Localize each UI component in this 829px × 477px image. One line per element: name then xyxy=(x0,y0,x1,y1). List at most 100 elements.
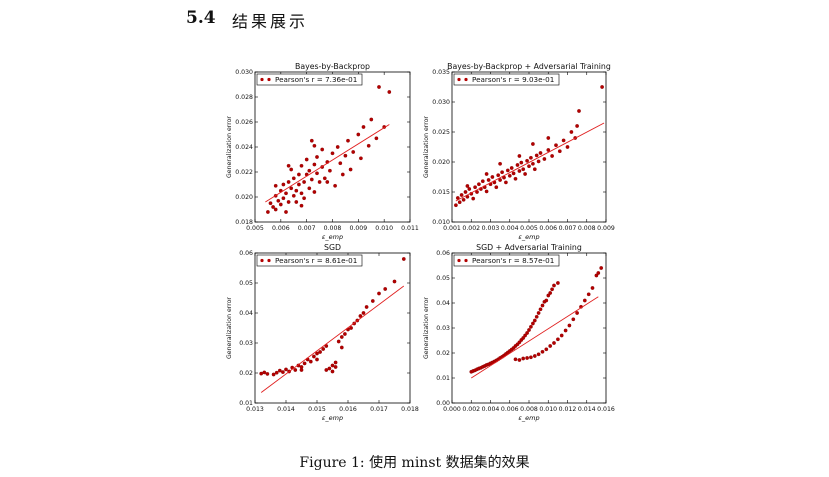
legend-label: Pearson's r = 9.03e-01 xyxy=(472,75,554,84)
data-point xyxy=(349,326,353,330)
y-tick-label: 0.015 xyxy=(432,189,450,196)
data-point xyxy=(471,196,476,201)
data-point xyxy=(454,203,458,208)
x-axis-label: ε_emp xyxy=(322,414,343,422)
data-point xyxy=(281,196,286,201)
data-point xyxy=(299,163,304,168)
data-point xyxy=(505,168,510,173)
data-point xyxy=(525,158,529,163)
y-tick-label: 0.02 xyxy=(436,350,450,357)
x-tick-label: 0.017 xyxy=(370,406,388,413)
y-axis-label: Generalization error xyxy=(423,297,430,359)
data-point xyxy=(546,148,551,152)
x-tick-label: 0.004 xyxy=(482,406,500,413)
x-tick-label: 0.005 xyxy=(520,225,538,232)
data-point xyxy=(359,156,363,161)
x-tick-label: 0.001 xyxy=(443,225,461,232)
data-point xyxy=(552,283,556,288)
data-point xyxy=(527,164,531,169)
chart-title: Bayes-by-Backprop + Adversarial Training xyxy=(447,62,611,71)
data-point xyxy=(586,292,591,297)
plot-frame xyxy=(254,252,411,404)
data-point xyxy=(299,203,304,208)
x-tick-label: 0.016 xyxy=(339,406,357,413)
data-point xyxy=(531,161,535,166)
data-point xyxy=(538,307,543,312)
data-point xyxy=(540,303,545,308)
data-point xyxy=(556,337,560,342)
data-point xyxy=(511,171,516,176)
y-tick-label: 0.028 xyxy=(235,94,253,101)
legend-marker xyxy=(457,258,461,263)
data-point xyxy=(383,287,388,291)
x-axis-label: ε_emp xyxy=(518,414,539,422)
data-point xyxy=(291,176,296,181)
regression-line xyxy=(265,124,390,203)
legend: Pearson's r = 7.36e-01 xyxy=(256,73,363,86)
x-tick-label: 0.010 xyxy=(539,406,557,413)
data-point xyxy=(536,159,541,164)
data-point xyxy=(330,363,335,368)
data-point xyxy=(484,172,489,176)
regression-line xyxy=(471,296,599,379)
data-point xyxy=(339,335,344,339)
data-point xyxy=(358,314,363,318)
data-point xyxy=(544,298,549,303)
data-point xyxy=(268,201,273,206)
data-point xyxy=(590,286,595,290)
data-point xyxy=(278,202,283,207)
x-tick-label: 0.008 xyxy=(520,406,538,413)
data-point xyxy=(521,336,526,340)
data-point xyxy=(271,372,276,377)
data-point xyxy=(289,167,294,172)
x-tick-label: 0.014 xyxy=(277,406,295,413)
x-tick-label: 0.014 xyxy=(578,406,596,413)
data-point xyxy=(542,157,547,161)
data-point xyxy=(480,179,485,184)
data-point xyxy=(346,138,350,143)
data-point xyxy=(517,358,522,362)
y-tick-label: 0.03 xyxy=(239,340,253,347)
chart-panel-1: Bayes-by-Backprop 0.005 0.006 0.007 0.008 0.0… xyxy=(226,62,419,241)
y-tick-label: 0.030 xyxy=(432,99,450,106)
y-tick-label: 0.05 xyxy=(436,275,450,282)
data-point xyxy=(523,333,527,338)
x-tick-label: 0.000 xyxy=(443,406,461,413)
data-point xyxy=(538,151,543,155)
x-tick-label: 0.002 xyxy=(462,406,480,413)
data-point xyxy=(484,189,489,194)
data-point xyxy=(567,323,572,328)
data-point xyxy=(369,117,374,122)
data-point xyxy=(387,90,392,94)
data-point xyxy=(515,163,520,167)
data-point xyxy=(594,273,599,278)
data-point xyxy=(259,371,264,376)
data-point xyxy=(517,169,522,173)
x-tick-label: 0.006 xyxy=(272,225,290,232)
data-point xyxy=(273,207,278,212)
y-tick-label: 0.020 xyxy=(432,159,450,166)
data-point xyxy=(327,366,332,371)
data-point xyxy=(559,333,564,338)
data-point xyxy=(486,178,491,182)
data-point xyxy=(321,347,326,351)
data-point xyxy=(477,182,481,187)
data-point xyxy=(536,352,541,357)
legend: Pearson's r = 8.57e-01 xyxy=(453,254,560,267)
data-point xyxy=(377,291,381,296)
data-point xyxy=(529,355,533,360)
y-tick-label: 0.010 xyxy=(432,219,450,226)
data-point xyxy=(302,361,307,366)
data-point xyxy=(459,193,464,197)
x-tick-label: 0.013 xyxy=(246,406,264,413)
data-point xyxy=(322,176,327,181)
data-point xyxy=(599,266,604,270)
data-point xyxy=(273,183,278,188)
data-point xyxy=(297,172,301,177)
legend-box xyxy=(453,73,560,86)
data-point xyxy=(284,210,288,214)
data-point xyxy=(554,143,558,148)
data-point xyxy=(465,184,470,188)
data-point xyxy=(461,197,466,202)
y-tick-label: 0.022 xyxy=(235,169,253,176)
